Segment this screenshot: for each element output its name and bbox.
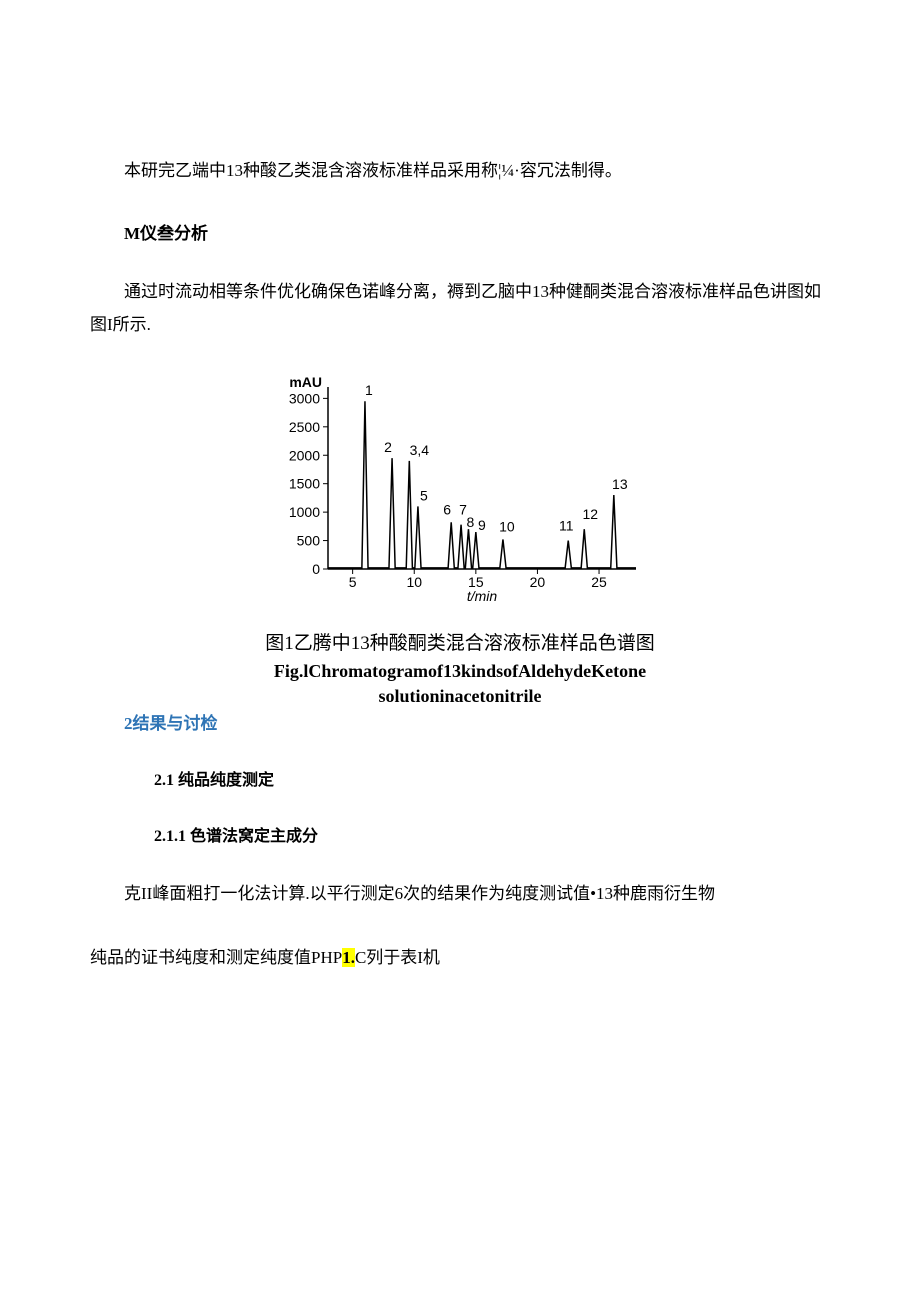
section-2-num: 2 [124,714,133,733]
section-2-1-1-head: 2.1.1 色谱法窝定主成分 [90,822,830,846]
paragraph-4: 纯品的证书纯度和测定纯度值PHP1.C列于表I机 [90,942,830,974]
svg-text:t/min: t/min [467,588,498,603]
svg-text:12: 12 [582,506,598,522]
figure-1: 050010001500200025003000510152025mAUt/mi… [90,373,830,608]
svg-text:1500: 1500 [289,476,320,492]
section-2-1-num: 2.1 [122,772,174,790]
svg-text:2500: 2500 [289,419,320,435]
svg-text:9: 9 [478,517,486,533]
section-2-1-head: 2.1 纯品纯度测定 [90,766,830,790]
figure-caption-en-1: Fig.lChromatogramof13kindsofAldehydeKeto… [90,661,830,682]
paragraph-3: 克II峰面粗打一化法计算.以平行测定6次的结果作为纯度测试值•13种鹿雨衍生物 [90,878,830,910]
caption-body: 乙腾中13种酸酮类混合溶液标准样品色谱图 [294,633,655,654]
caption-prefix: 图1 [265,633,294,654]
paragraph-1: 本研完乙端中13种酸乙类混含溶液标准样品采用称¦¼·容冗法制得。 [90,155,830,187]
svg-text:10: 10 [499,518,515,534]
svg-text:8: 8 [467,514,475,530]
svg-text:1: 1 [365,382,373,398]
svg-text:13: 13 [612,476,628,492]
page: 本研完乙端中13种酸乙类混含溶液标准样品采用称¦¼·容冗法制得。 M仪叁分析 通… [0,0,920,1106]
p4-highlight: 1. [342,948,355,967]
section-2-1-1-num: 2.1.1 [122,828,186,846]
svg-text:2: 2 [384,439,392,455]
svg-text:11: 11 [559,517,574,533]
svg-text:2000: 2000 [289,447,320,463]
svg-text:3,4: 3,4 [410,442,430,458]
svg-text:5: 5 [420,487,428,503]
figure-caption-zh: 图1乙腾中13种酸酮类混合溶液标准样品色谱图 [90,628,830,655]
svg-text:1000: 1000 [289,504,320,520]
section-head-m: M仪叁分析 [90,219,830,244]
chromatogram-chart: 050010001500200025003000510152025mAUt/mi… [270,373,650,603]
p4-b: C列于表I机 [355,948,440,967]
svg-text:3000: 3000 [289,390,320,406]
svg-text:mAU: mAU [289,374,322,390]
section-2-head: 2结果与讨检 [90,709,830,734]
paragraph-2: 通过时流动相等条件优化确保色诺峰分离，褥到乙脑中13种健酮类混合溶液标准样品色讲… [90,276,830,341]
svg-text:25: 25 [591,574,607,590]
svg-text:6: 6 [443,501,451,517]
p4-a: 纯品的证书纯度和测定纯度值PHP [90,948,342,967]
svg-text:5: 5 [349,574,357,590]
section-2-1-title: 纯品纯度测定 [178,772,274,789]
figure-caption-en-2: solutioninacetonitrile [90,686,830,707]
svg-text:0: 0 [312,561,320,577]
svg-text:10: 10 [406,574,422,590]
svg-text:20: 20 [530,574,546,590]
section-2-1-1-title: 色谱法窝定主成分 [190,828,318,845]
svg-text:500: 500 [297,532,321,548]
section-2-title: 结果与讨检 [133,714,218,733]
